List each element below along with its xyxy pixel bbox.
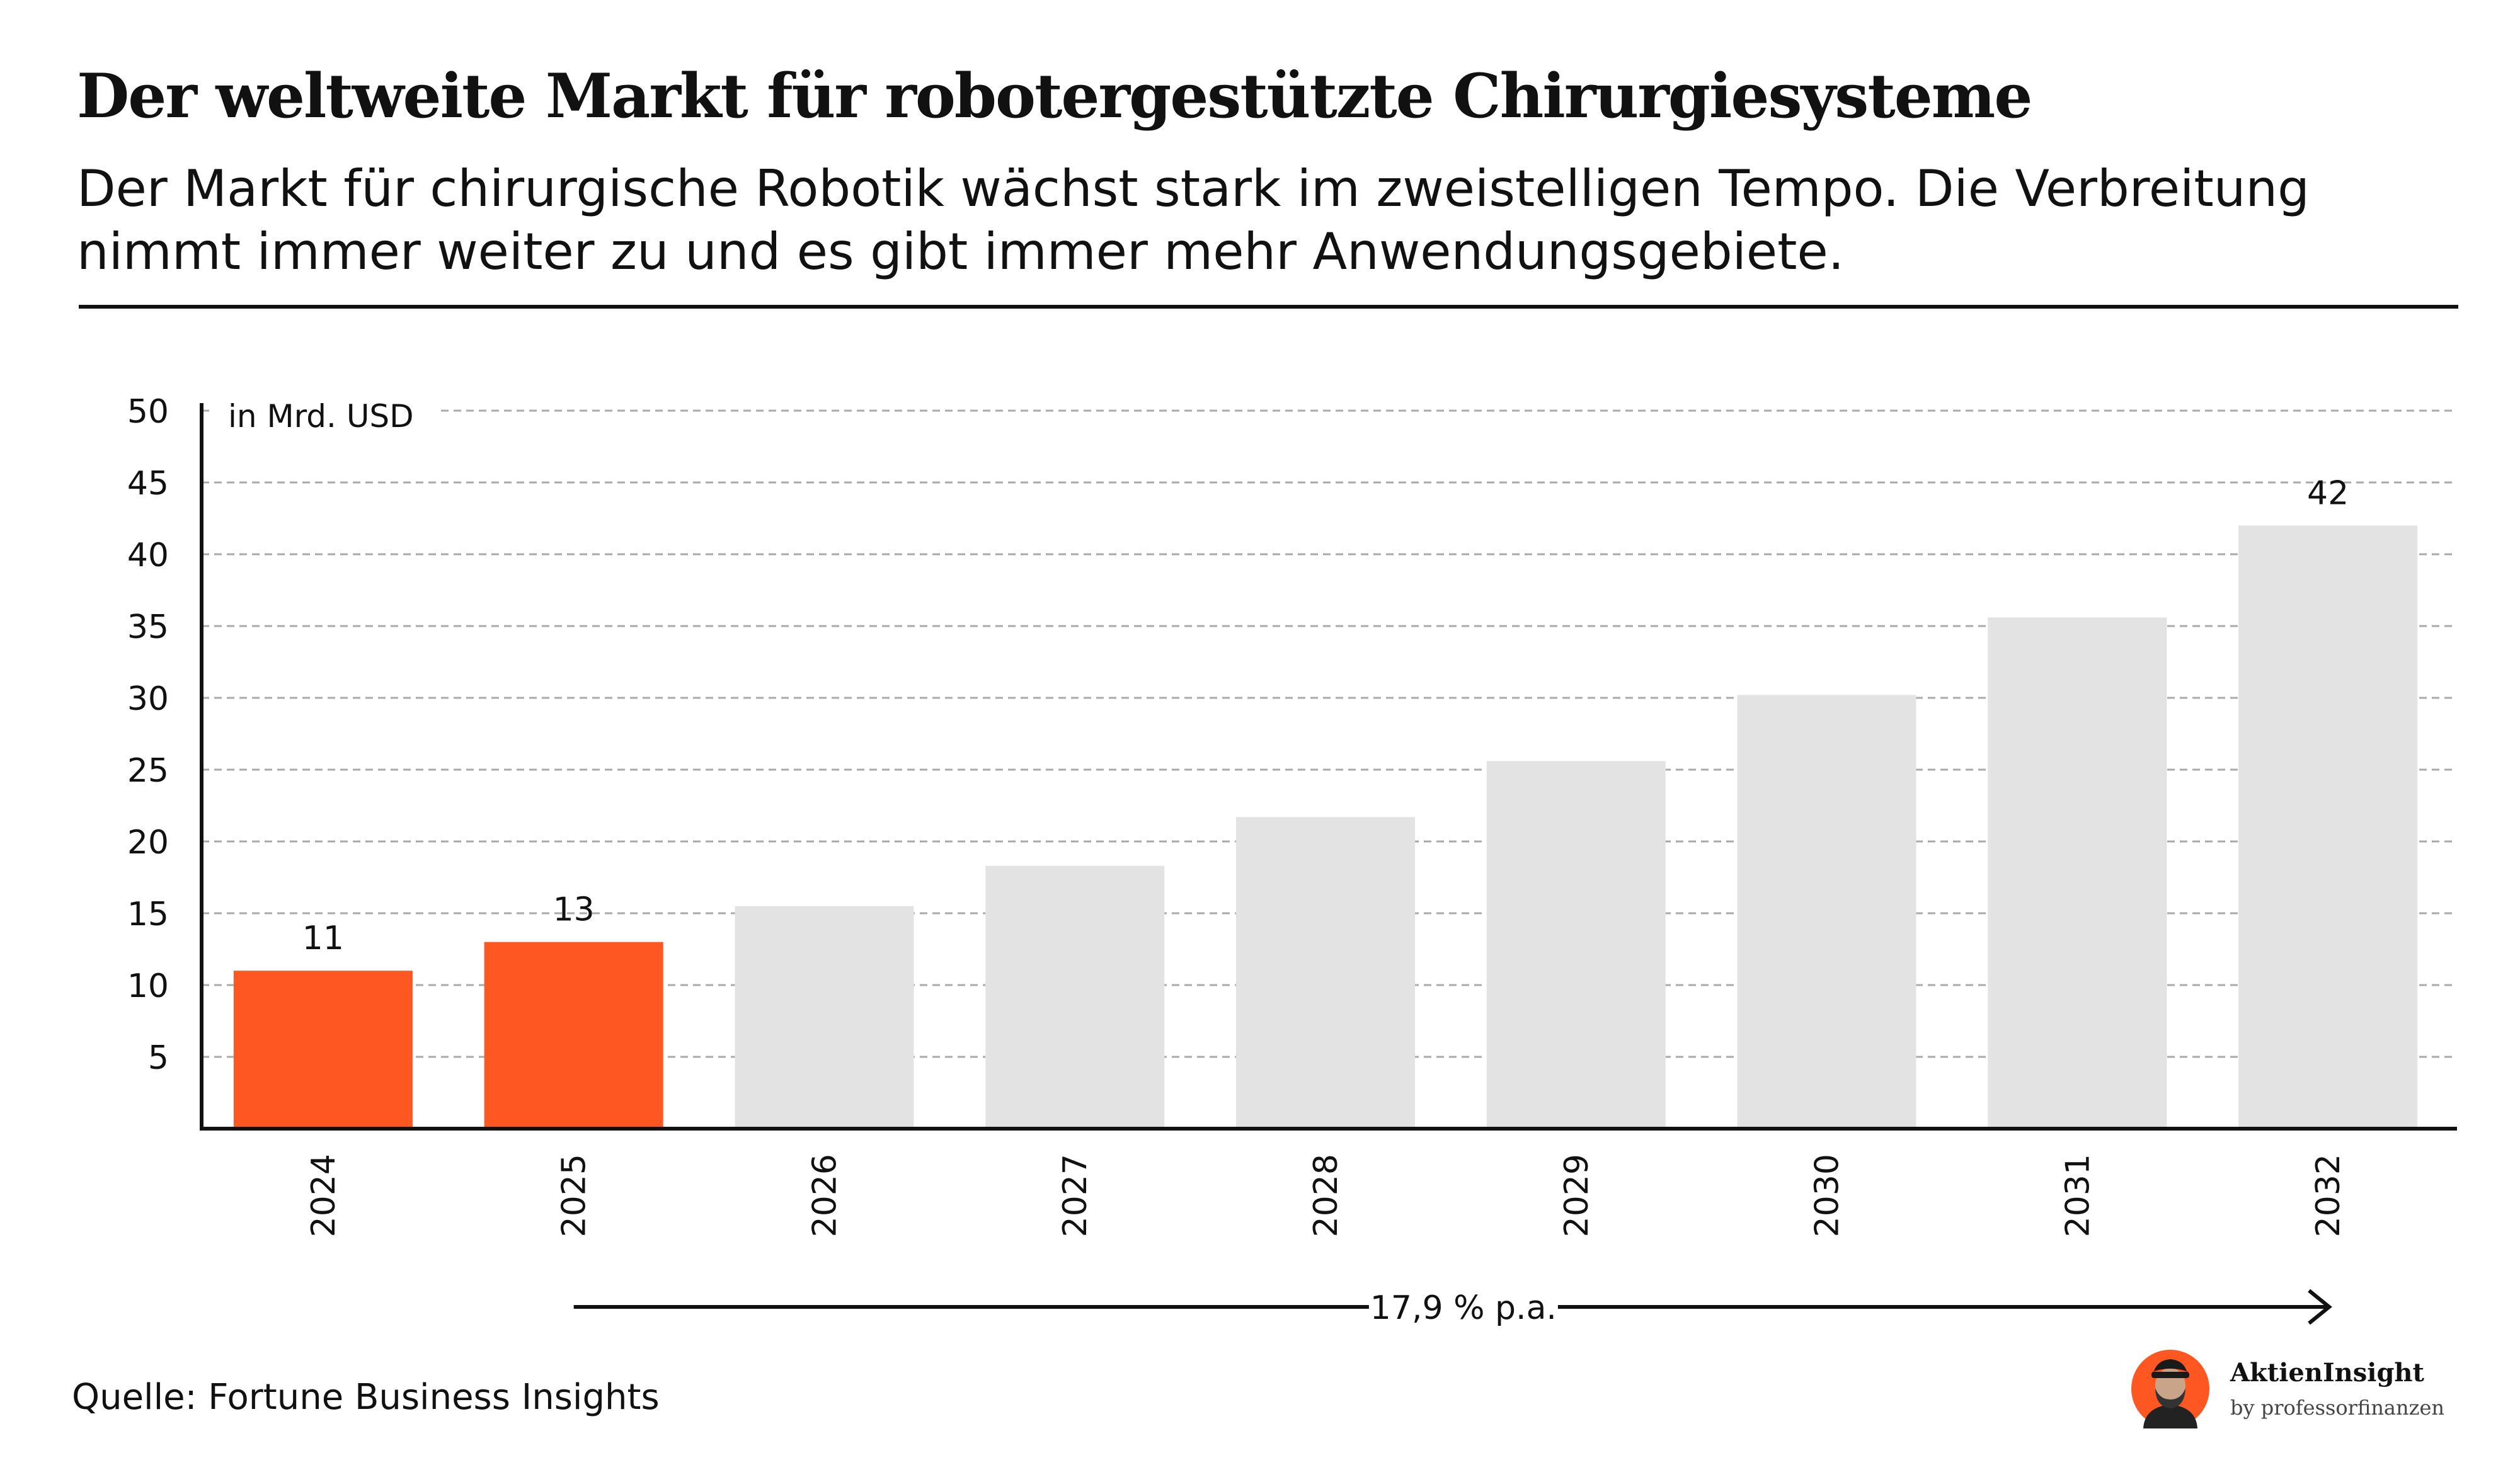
y-tick-label: 40 — [127, 537, 169, 574]
bar-2026 — [735, 906, 914, 1129]
bar-2032 — [2238, 525, 2418, 1129]
x-tick-label: 2031 — [2059, 1154, 2097, 1237]
x-tick-label: 2032 — [2310, 1154, 2347, 1237]
header-divider — [79, 305, 2458, 309]
x-tick-label: 2027 — [1057, 1154, 1094, 1237]
y-axis-label: in Mrd. USD — [228, 398, 414, 435]
avatar-icon — [2131, 1350, 2209, 1428]
bar-2031 — [1988, 617, 2167, 1129]
chart-title: Der weltweite Markt für robotergestützte… — [77, 60, 2032, 132]
brand-name: AktienInsight — [2230, 1358, 2424, 1388]
source-note: Quelle: Fortune Business Insights — [72, 1377, 660, 1418]
growth-rate-label: 17,9 % p.a. — [1370, 1289, 1557, 1327]
y-tick-label: 10 — [127, 967, 169, 1005]
bar-2030 — [1737, 695, 1916, 1129]
bar-2028 — [1236, 817, 1415, 1129]
y-tick-label: 30 — [127, 680, 169, 718]
x-tick-label: 2030 — [1809, 1154, 1847, 1237]
y-tick-label: 50 — [127, 393, 169, 431]
y-tick-label: 25 — [127, 752, 169, 790]
x-tick-label: 2025 — [556, 1154, 593, 1237]
bar-2025 — [484, 942, 663, 1129]
data-label-2032: 42 — [2307, 474, 2349, 512]
data-label-2025: 13 — [553, 891, 595, 929]
y-tick-label: 15 — [127, 896, 169, 933]
y-tick-label: 35 — [127, 608, 169, 646]
brand-tagline: by professorfinanzen — [2230, 1396, 2445, 1420]
growth-arrow-head — [2308, 1289, 2332, 1325]
chart-subtitle: Der Markt für chirurgische Robotik wächs… — [77, 159, 2310, 281]
x-tick-label: 2024 — [305, 1154, 343, 1237]
x-tick-label: 2028 — [1307, 1154, 1345, 1237]
data-label-2024: 11 — [302, 920, 344, 957]
y-tick-label: 45 — [127, 465, 169, 503]
y-axis-label-bg — [214, 390, 441, 435]
y-tick-label: 5 — [148, 1039, 169, 1077]
x-tick-label: 2026 — [806, 1154, 844, 1237]
bar-2027 — [985, 865, 1165, 1129]
bar-2029 — [1486, 761, 1666, 1129]
bar-2024 — [233, 971, 413, 1129]
y-tick-label: 20 — [127, 824, 169, 862]
brand-logo: AktienInsight by professorfinanzen — [2131, 1342, 2483, 1430]
x-tick-label: 2029 — [1558, 1154, 1596, 1237]
